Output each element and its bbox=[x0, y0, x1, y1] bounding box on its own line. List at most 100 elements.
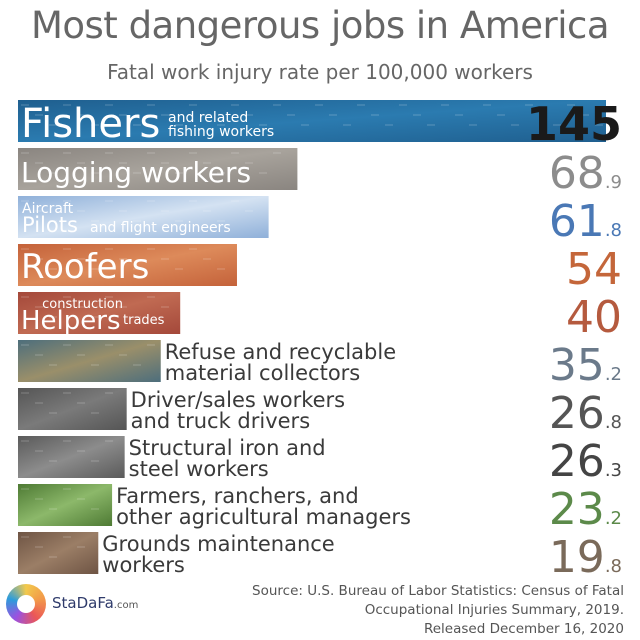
bar-texture-0 bbox=[91, 124, 99, 126]
bar-texture-2 bbox=[133, 220, 141, 222]
bar-texture-4 bbox=[147, 296, 155, 298]
bar-texture-2 bbox=[35, 210, 43, 212]
bar-texture-5 bbox=[49, 364, 57, 366]
bar-texture-3 bbox=[217, 268, 225, 270]
logo-text: StaDaFa.com bbox=[52, 594, 139, 612]
bar-texture-8 bbox=[49, 508, 57, 510]
bar-8 bbox=[18, 484, 113, 526]
bar-texture-8 bbox=[35, 498, 43, 500]
bar-texture-3 bbox=[175, 268, 183, 270]
bar-texture-0 bbox=[469, 124, 477, 126]
bar-texture-0 bbox=[119, 114, 127, 116]
bar-texture-1 bbox=[133, 172, 141, 174]
bar-texture-4 bbox=[91, 316, 99, 318]
bar-label-pre-2: Aircraft bbox=[22, 201, 74, 217]
bar-texture-3 bbox=[105, 248, 113, 250]
bar-texture-8 bbox=[63, 488, 71, 490]
bar-texture-4 bbox=[77, 306, 85, 308]
bar-1 bbox=[18, 148, 298, 190]
bar-texture-0 bbox=[147, 104, 155, 106]
chart-subtitle: Fatal work injury rate per 100,000 worke… bbox=[107, 60, 533, 84]
bar-texture-9 bbox=[21, 536, 29, 538]
stadafa-logo[interactable]: StaDaFa.com bbox=[6, 582, 139, 632]
bar-texture-3 bbox=[77, 258, 85, 260]
bar-label-1: Logging workers bbox=[21, 156, 251, 189]
bar-texture-1 bbox=[203, 162, 211, 164]
bar-label-line1-7: Structural iron and bbox=[129, 436, 326, 460]
bar-label-line2-5: material collectors bbox=[165, 361, 361, 385]
bar-texture-0 bbox=[231, 104, 239, 106]
bar-texture-0 bbox=[567, 104, 575, 106]
value-label-2: 61.8 bbox=[549, 196, 622, 247]
source-line-2: Occupational Injuries Summary, 2019. bbox=[364, 602, 624, 618]
bar-texture-6 bbox=[77, 402, 85, 404]
bar-texture-3 bbox=[21, 248, 29, 250]
value-label-1: 68.9 bbox=[549, 148, 622, 199]
value-label-9: 19.8 bbox=[549, 532, 622, 582]
bar-texture-1 bbox=[63, 152, 71, 154]
bar-texture-0 bbox=[315, 104, 323, 106]
bar-texture-7 bbox=[35, 450, 43, 452]
bar-texture-0 bbox=[343, 124, 351, 126]
bar-5 bbox=[18, 340, 161, 382]
bar-texture-4 bbox=[133, 316, 141, 318]
bar-texture-0 bbox=[329, 114, 337, 116]
bar-texture-1 bbox=[35, 162, 43, 164]
bar-texture-0 bbox=[273, 104, 281, 106]
bar-label-sub1-4: construction bbox=[42, 297, 123, 312]
bar-texture-0 bbox=[385, 124, 393, 126]
bar-texture-0 bbox=[441, 104, 449, 106]
bar-texture-3 bbox=[63, 248, 71, 250]
bar-texture-4 bbox=[119, 306, 127, 308]
bar-texture-6 bbox=[21, 392, 29, 394]
bar-texture-0 bbox=[371, 114, 379, 116]
value-label-8: 23.2 bbox=[549, 484, 622, 535]
source-note: Source: U.S. Bureau of Labor Statistics:… bbox=[224, 582, 624, 639]
bar-texture-0 bbox=[497, 114, 505, 116]
bar-texture-3 bbox=[203, 258, 211, 260]
bar-texture-0 bbox=[35, 114, 43, 116]
bar-4 bbox=[18, 292, 181, 334]
bar-texture-5 bbox=[77, 354, 85, 356]
bar-texture-5 bbox=[91, 364, 99, 366]
bar-texture-1 bbox=[105, 152, 113, 154]
bar-texture-0 bbox=[413, 114, 421, 116]
bar-texture-7 bbox=[105, 440, 113, 442]
bar-texture-2 bbox=[189, 200, 197, 202]
value-label-4: 40 bbox=[566, 292, 622, 343]
bar-texture-5 bbox=[119, 354, 127, 356]
bar-texture-2 bbox=[77, 210, 85, 212]
bar-texture-4 bbox=[35, 306, 43, 308]
bar-texture-2 bbox=[175, 220, 183, 222]
bar-texture-2 bbox=[203, 210, 211, 212]
bar-texture-1 bbox=[77, 162, 85, 164]
bar-texture-5 bbox=[105, 344, 113, 346]
bar-texture-1 bbox=[147, 152, 155, 154]
bar-texture-0 bbox=[133, 124, 141, 126]
value-label-0: 145 bbox=[526, 97, 622, 151]
bar-texture-0 bbox=[287, 114, 295, 116]
bar-texture-2 bbox=[231, 200, 239, 202]
bar-texture-1 bbox=[175, 172, 183, 174]
value-label-6: 26.8 bbox=[549, 388, 622, 439]
bar-texture-3 bbox=[35, 258, 43, 260]
bar-texture-2 bbox=[161, 210, 169, 212]
bar-texture-0 bbox=[581, 114, 589, 116]
bar-texture-0 bbox=[427, 124, 435, 126]
bar-label-2: Pilots bbox=[22, 213, 78, 237]
bar-label-sub2-0: fishing workers bbox=[168, 124, 274, 140]
bar-texture-6 bbox=[35, 402, 43, 404]
bar-2 bbox=[18, 196, 269, 238]
bar-texture-5 bbox=[63, 344, 71, 346]
bar-label-line1-6: Driver/sales workers bbox=[131, 388, 345, 412]
source-line-1: Source: U.S. Bureau of Labor Statistics:… bbox=[252, 583, 624, 599]
bar-label-3: Roofers bbox=[21, 247, 149, 287]
bar-texture-5 bbox=[21, 344, 29, 346]
bar-texture-3 bbox=[189, 248, 197, 250]
bar-texture-9 bbox=[35, 546, 43, 548]
bar-texture-3 bbox=[161, 258, 169, 260]
bar-texture-0 bbox=[259, 124, 267, 126]
bar-label-line2-8: other agricultural managers bbox=[116, 505, 411, 529]
bar-texture-3 bbox=[133, 268, 141, 270]
bar-texture-7 bbox=[21, 440, 29, 442]
